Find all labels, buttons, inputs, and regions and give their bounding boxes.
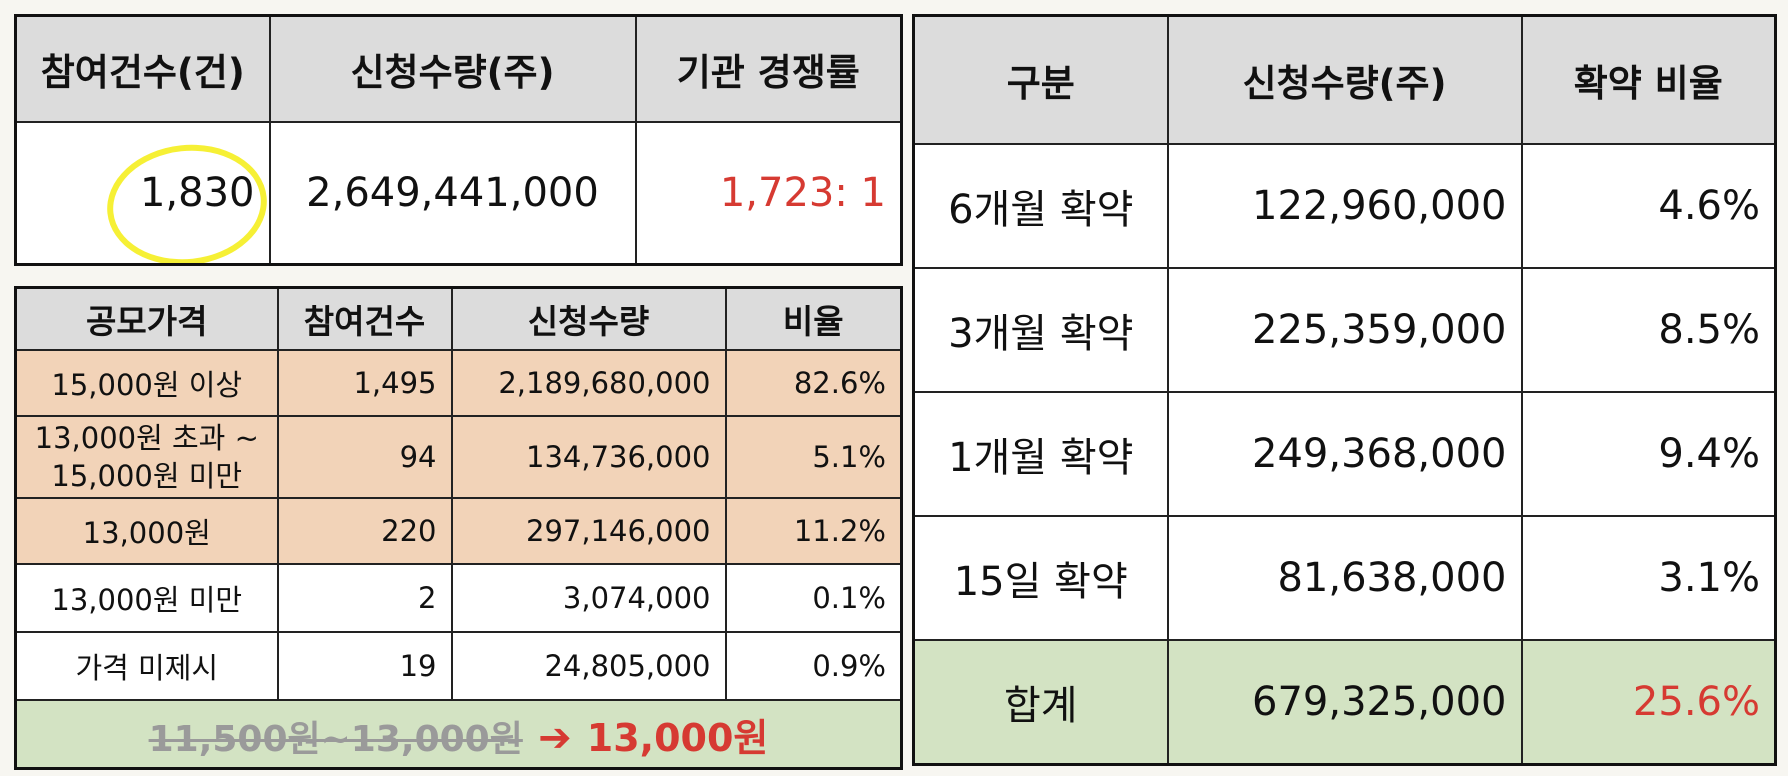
- ratio-value: 82.6%: [724, 349, 903, 417]
- competition-value: 1,723: 1: [634, 121, 903, 266]
- participation-cell: 1,830: [14, 121, 271, 266]
- lockup-label: 15일 확약: [912, 514, 1169, 641]
- final-offer-price: 13,000원: [586, 715, 769, 760]
- header-participation: 참여건수(건): [14, 14, 271, 123]
- summary-value-row: 1,830 2,649,441,000 1,723: 1: [14, 121, 903, 266]
- header-quantity: 신청수량(주): [1166, 14, 1523, 145]
- ratio-value: 4.6%: [1520, 143, 1777, 269]
- summary-header-row: 참여건수(건) 신청수량(주) 기관 경쟁률: [14, 14, 903, 123]
- table-row: 13,000원 미만 2 3,074,000 0.1%: [14, 563, 903, 633]
- header-quantity: 신청수량: [450, 286, 727, 351]
- total-row: 합계 679,325,000 25.6%: [912, 638, 1777, 766]
- total-quantity: 679,325,000: [1166, 638, 1523, 766]
- lockup-table: 구분 신청수량(주) 확약 비율 6개월 확약 122,960,000 4.6%…: [912, 14, 1777, 766]
- price-label: 15,000원 이상: [14, 349, 279, 417]
- lockup-label: 3개월 확약: [912, 266, 1169, 393]
- quantity-value: 122,960,000: [1166, 143, 1523, 269]
- ratio-value: 3.1%: [1520, 514, 1777, 641]
- count-value: 220: [276, 497, 453, 565]
- header-competition: 기관 경쟁률: [634, 14, 903, 123]
- ratio-value: 8.5%: [1520, 266, 1777, 393]
- table-row: 15일 확약 81,638,000 3.1%: [912, 514, 1777, 641]
- price-label: 가격 미제시: [14, 631, 279, 701]
- quantity-value: 2,649,441,000: [268, 121, 637, 266]
- quantity-value: 81,638,000: [1166, 514, 1523, 641]
- count-value: 94: [276, 415, 453, 499]
- table-row: 1개월 확약 249,368,000 9.4%: [912, 390, 1777, 517]
- participation-value: 1,830: [139, 170, 255, 216]
- price-label: 13,000원 미만: [14, 563, 279, 633]
- table-row: 가격 미제시 19 24,805,000 0.9%: [14, 631, 903, 701]
- ratio-value: 0.1%: [724, 563, 903, 633]
- table-row: 6개월 확약 122,960,000 4.6%: [912, 143, 1777, 269]
- header-quantity: 신청수량(주): [268, 14, 637, 123]
- table-row: 15,000원 이상 1,495 2,189,680,000 82.6%: [14, 349, 903, 417]
- count-value: 1,495: [276, 349, 453, 417]
- ratio-value: 11.2%: [724, 497, 903, 565]
- header-lockup-ratio: 확약 비율: [1520, 14, 1777, 145]
- quantity-value: 24,805,000: [450, 631, 727, 701]
- header-count: 참여건수: [276, 286, 453, 351]
- header-ratio: 비율: [724, 286, 903, 351]
- header-offer-price: 공모가격: [14, 286, 279, 351]
- final-price-cell: 11,500원~13,000원 ➔ 13,000원: [14, 699, 903, 770]
- ratio-value: 0.9%: [724, 631, 903, 701]
- header-category: 구분: [912, 14, 1169, 145]
- quantity-value: 3,074,000: [450, 563, 727, 633]
- lockup-header-row: 구분 신청수량(주) 확약 비율: [912, 14, 1777, 145]
- table-row: 13,000원 초과 ~ 15,000원 미만 94 134,736,000 5…: [14, 415, 903, 499]
- total-label: 합계: [912, 638, 1169, 766]
- ratio-value: 5.1%: [724, 415, 903, 499]
- price-label: 13,000원: [14, 497, 279, 565]
- summary-table: 참여건수(건) 신청수량(주) 기관 경쟁률 1,830 2,649,441,0…: [14, 14, 903, 266]
- final-price-row: 11,500원~13,000원 ➔ 13,000원: [14, 699, 903, 770]
- ratio-value: 9.4%: [1520, 390, 1777, 517]
- table-row: 13,000원 220 297,146,000 11.2%: [14, 497, 903, 565]
- count-value: 19: [276, 631, 453, 701]
- quantity-value: 134,736,000: [450, 415, 727, 499]
- quantity-value: 297,146,000: [450, 497, 727, 565]
- price-label: 13,000원 초과 ~ 15,000원 미만: [14, 415, 279, 499]
- table-row: 3개월 확약 225,359,000 8.5%: [912, 266, 1777, 393]
- lockup-label: 1개월 확약: [912, 390, 1169, 517]
- lockup-label: 6개월 확약: [912, 143, 1169, 269]
- total-ratio: 25.6%: [1520, 638, 1777, 766]
- quantity-value: 249,368,000: [1166, 390, 1523, 517]
- count-value: 2: [276, 563, 453, 633]
- price-header-row: 공모가격 참여건수 신청수량 비율: [14, 286, 903, 351]
- price-distribution-table: 공모가격 참여건수 신청수량 비율 15,000원 이상 1,495 2,189…: [14, 286, 903, 770]
- quantity-value: 225,359,000: [1166, 266, 1523, 393]
- quantity-value: 2,189,680,000: [450, 349, 727, 417]
- arrow-right-icon: ➔: [538, 714, 572, 761]
- old-price-band: 11,500원~13,000원: [148, 718, 523, 760]
